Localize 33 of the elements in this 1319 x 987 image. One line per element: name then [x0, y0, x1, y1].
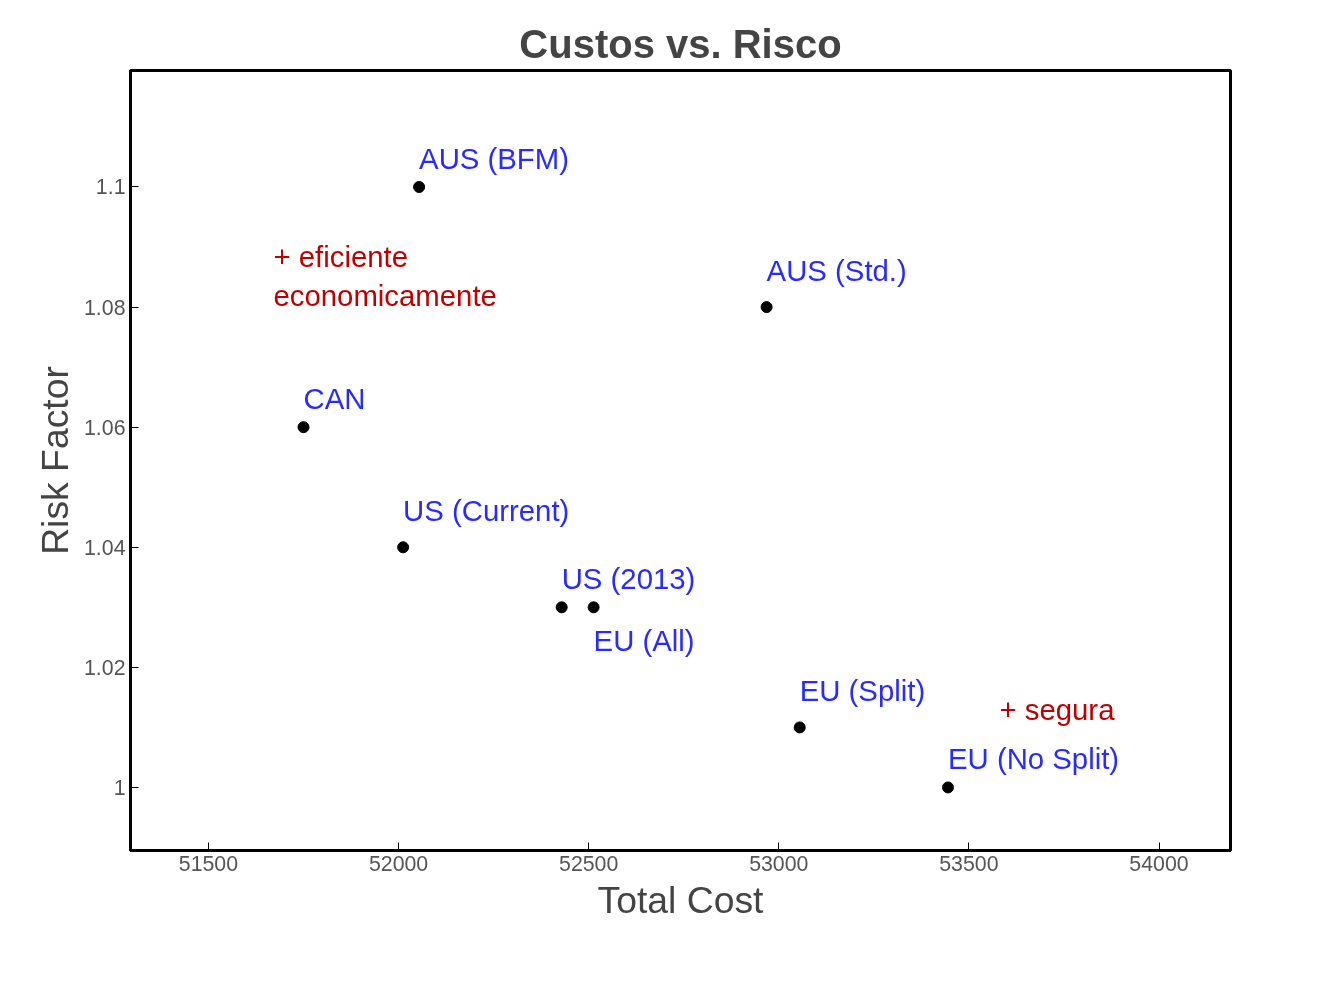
y-tick-label: 1.08: [83, 295, 126, 320]
y-tick-label: 1.1: [95, 175, 126, 200]
annotation: AUS (BFM): [419, 141, 569, 175]
x-tick-label: 53000: [749, 851, 809, 876]
point: [587, 601, 600, 614]
x-tick-label: 52500: [559, 851, 619, 876]
chart-title: Custos vs. Risco: [519, 21, 842, 66]
y-tick-label: 1.04: [83, 535, 126, 560]
annotation: EU (Split): [799, 674, 926, 708]
annotation: CAN: [303, 382, 366, 416]
annotation: AUS (Std.): [766, 254, 907, 288]
point: [793, 721, 806, 734]
annotation: + segura: [999, 692, 1116, 726]
annotation: US (Current): [403, 494, 570, 528]
annotation: EU (All): [593, 624, 695, 658]
point: [397, 541, 410, 554]
y-tick-label: 1.02: [83, 655, 126, 680]
point: [941, 781, 954, 794]
annotation: EU (No Split): [947, 742, 1120, 776]
x-tick-label: 53500: [939, 851, 999, 876]
y-tick-label: 1.06: [83, 415, 126, 440]
annotation: + eficiente economicamente: [273, 239, 497, 313]
x-tick-label: 51500: [178, 851, 239, 876]
x-tick-label: 52000: [368, 851, 429, 876]
point: [297, 421, 310, 434]
annotation: US (2013): [561, 562, 696, 596]
x-axis-title: Total Cost: [597, 878, 765, 921]
point: [760, 301, 773, 314]
y-tick-label: 1: [113, 775, 126, 800]
x-tick-label: 54000: [1129, 851, 1189, 876]
y-axis-title: Risk Factor: [33, 366, 76, 555]
point: [555, 601, 568, 614]
point: [413, 181, 426, 193]
